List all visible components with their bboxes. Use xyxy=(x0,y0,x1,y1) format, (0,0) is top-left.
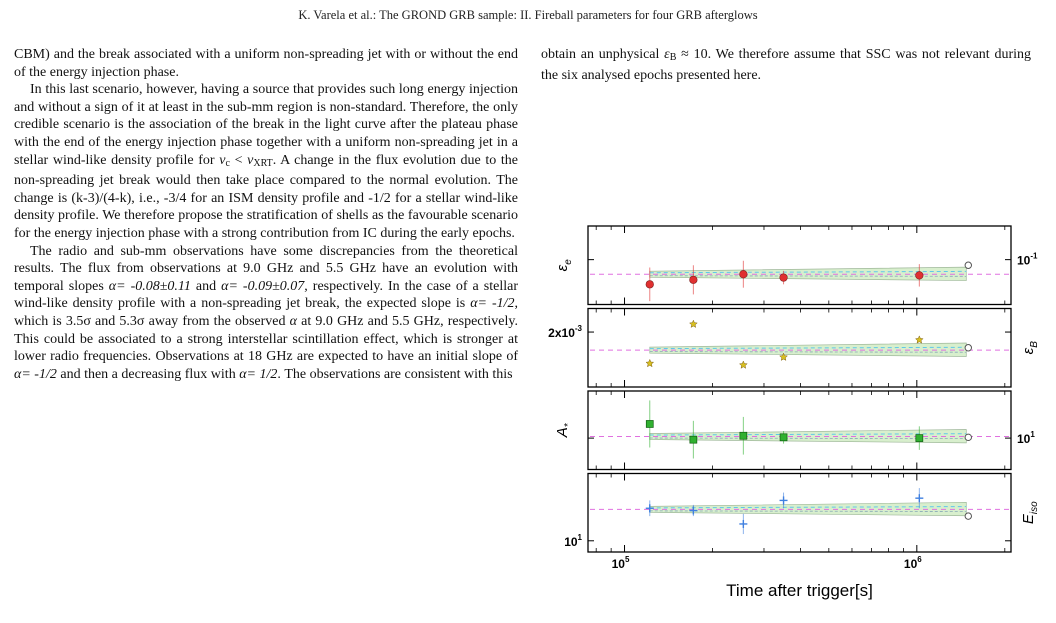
paragraph-3: The radio and sub-mm observations have s… xyxy=(14,243,518,382)
y-tick-label: 2x10-3 xyxy=(548,324,582,340)
y-axis-label: Eiso xyxy=(1020,501,1040,524)
paragraph-2: In this last scenario, however, having a… xyxy=(14,82,518,241)
data-point xyxy=(779,352,789,361)
data-point xyxy=(689,275,698,284)
left-column: CBM) and the break associated with a uni… xyxy=(14,46,518,383)
panel-eps_B: 2x10-3 εB xyxy=(548,307,1040,388)
data-point xyxy=(645,280,654,289)
x-tick-label: 106 xyxy=(904,555,922,571)
y-tick-label: 101 xyxy=(1017,430,1035,446)
data-point-open xyxy=(964,344,972,352)
panel-frame xyxy=(587,225,1012,306)
model-line xyxy=(649,510,967,512)
figure-fireball-parameters: 10-1 εe 2x10-3 εB 101 A* 101 Eiso 105 106 Time aft… xyxy=(541,222,1049,618)
data-point xyxy=(645,420,654,428)
model-line xyxy=(649,437,967,440)
y-tick-label: 101 xyxy=(564,533,582,549)
data-point xyxy=(915,434,924,442)
data-point xyxy=(689,435,698,444)
model-line xyxy=(649,275,967,277)
panel-A_star: 101 A* xyxy=(554,390,1035,471)
data-point-open xyxy=(964,512,972,520)
y-tick-label: 10-1 xyxy=(1017,252,1038,268)
data-point xyxy=(914,335,924,344)
right-column-text: obtain an unphysical εB ≈ 10. We therefo… xyxy=(541,46,1031,84)
model-line xyxy=(649,346,967,350)
model-line xyxy=(649,506,967,509)
data-point xyxy=(689,319,698,328)
y-axis-label: εB xyxy=(1020,341,1040,355)
running-head: K. Varela et al.: The GROND GRB sample: … xyxy=(298,8,758,22)
parameter-evolution-chart: 10-1 εe 2x10-3 εB 101 A* 101 Eiso 105 106 Time aft… xyxy=(548,225,1040,600)
data-point xyxy=(739,270,748,279)
x-axis-label: Time after trigger[s] xyxy=(726,581,873,600)
data-point-open xyxy=(964,433,972,442)
data-point-open xyxy=(964,261,972,269)
data-point xyxy=(645,358,655,368)
data-point xyxy=(739,431,748,440)
paragraph-1: CBM) and the break associated with a uni… xyxy=(14,47,518,80)
x-tick-label: 105 xyxy=(612,555,630,571)
y-axis-label: A* xyxy=(554,422,574,438)
model-line xyxy=(649,270,967,274)
model-line xyxy=(649,433,967,436)
right-paragraph-1: obtain an unphysical εB ≈ 10. We therefo… xyxy=(541,47,1031,83)
data-point xyxy=(738,360,748,369)
data-point xyxy=(915,271,924,280)
panel-eps_e: 10-1 εe xyxy=(554,225,1038,306)
y-axis-label: εe xyxy=(554,259,574,272)
data-point xyxy=(779,433,788,442)
model-line xyxy=(649,351,967,353)
data-point xyxy=(779,273,788,282)
panel-E_iso: 101 Eiso 105 106 xyxy=(564,472,1040,571)
